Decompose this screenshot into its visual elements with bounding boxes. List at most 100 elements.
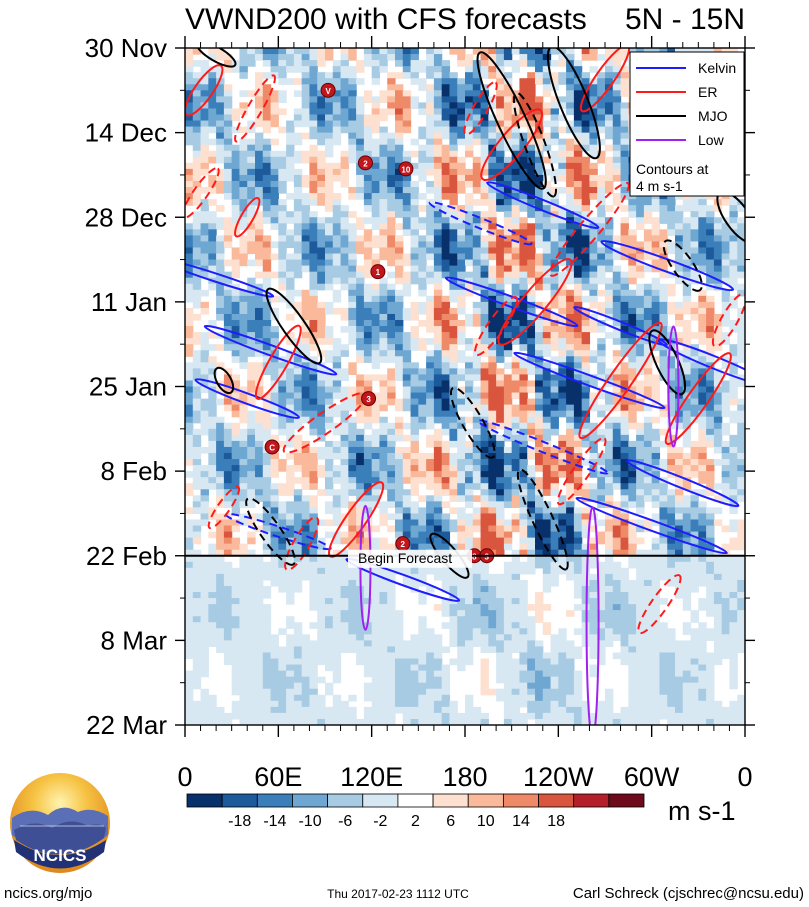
heat-cell (659, 217, 668, 224)
heat-cell (216, 265, 225, 273)
heat-cell (278, 180, 287, 188)
heat-cell (247, 398, 256, 406)
heat-cell (278, 489, 287, 496)
heat-cell (356, 301, 365, 309)
heat-cell (192, 501, 202, 508)
heat-cell (589, 229, 598, 236)
heat-cell (185, 187, 194, 194)
heat-cell (496, 422, 505, 430)
heat-cell (682, 422, 692, 430)
heat-cell (332, 247, 342, 255)
heat-cell (208, 211, 217, 218)
heat-cell (737, 326, 745, 333)
heat-cell (325, 205, 334, 212)
heat-cell (698, 440, 707, 448)
heat-cell (558, 440, 567, 448)
heat-cell (410, 180, 419, 188)
heat-cell (278, 205, 287, 212)
heat-cell (309, 495, 318, 502)
heat-cell (449, 344, 458, 351)
heat-cell (301, 350, 311, 357)
heat-cell (651, 380, 661, 388)
heat-cell (270, 338, 279, 345)
heat-cell (721, 452, 731, 460)
heat-cell (239, 241, 248, 249)
heat-cell (706, 525, 715, 533)
heat-cell (317, 235, 326, 243)
heat-cell (480, 162, 489, 170)
heat-cell (262, 356, 272, 363)
heat-cell (542, 531, 552, 539)
heat-cell (208, 265, 217, 273)
heat-cell (449, 217, 458, 224)
heat-cell (698, 229, 707, 236)
heat-cell (348, 446, 357, 454)
heat-cell (395, 72, 404, 79)
heat-cell (542, 483, 552, 490)
heat-cell (511, 404, 521, 412)
heat-cell (605, 265, 614, 273)
heat-cell (550, 156, 559, 164)
heat-cell (449, 422, 458, 430)
heat-cell (496, 326, 505, 333)
heat-cell (379, 247, 388, 255)
heat-cell (573, 235, 583, 243)
heat-cell (706, 465, 715, 472)
heat-cell (317, 229, 326, 236)
heat-cell (480, 477, 489, 484)
heat-cell (247, 440, 256, 448)
heat-cell (597, 277, 606, 285)
heat-cell (309, 386, 318, 394)
heat-cell (293, 459, 303, 466)
heat-cell (192, 138, 202, 146)
heat-cell (410, 54, 419, 61)
heat-cell (340, 495, 349, 502)
heat-cell (286, 54, 295, 61)
heat-cell (496, 489, 505, 496)
heat-cell (682, 404, 692, 412)
heat-cell (247, 326, 256, 333)
heat-cell (480, 223, 489, 230)
heat-cell (356, 78, 365, 85)
heat-cell (628, 338, 637, 345)
heat-cell (449, 108, 458, 116)
heat-cell (690, 356, 699, 363)
heat-cell (480, 289, 489, 297)
heat-cell (465, 259, 474, 267)
heat-cell (496, 96, 505, 103)
heat-cell (597, 78, 606, 85)
heat-cell (433, 525, 443, 533)
heat-cell (698, 380, 707, 388)
heat-cell (667, 398, 676, 406)
heat-cell (387, 241, 396, 249)
heat-cell (208, 416, 217, 424)
heat-cell (449, 386, 458, 394)
heat-cell (612, 277, 622, 285)
heat-cell (449, 277, 458, 285)
heat-cell (698, 525, 707, 533)
heat-cell (317, 138, 326, 146)
heat-cell (441, 416, 451, 424)
heat-cell (449, 199, 458, 206)
heat-cell (527, 78, 536, 85)
heat-cell (363, 501, 373, 508)
heat-cell (589, 90, 598, 97)
heat-cell (581, 374, 591, 382)
heat-cell (472, 156, 482, 164)
heat-cell (620, 235, 629, 243)
heat-cell (239, 392, 248, 400)
heat-cell (433, 368, 443, 376)
heat-cell (651, 483, 661, 490)
heat-cell (433, 265, 443, 273)
heat-cell (643, 404, 653, 412)
heat-cell (651, 434, 661, 442)
heat-cell (535, 217, 544, 224)
heat-cell (278, 174, 287, 182)
heat-cell (472, 132, 482, 140)
heat-cell (729, 247, 738, 255)
heat-cell (558, 507, 567, 515)
heat-cell (636, 259, 645, 267)
heat-cell (729, 452, 738, 460)
heat-cell (301, 513, 311, 521)
heat-cell (379, 66, 388, 73)
